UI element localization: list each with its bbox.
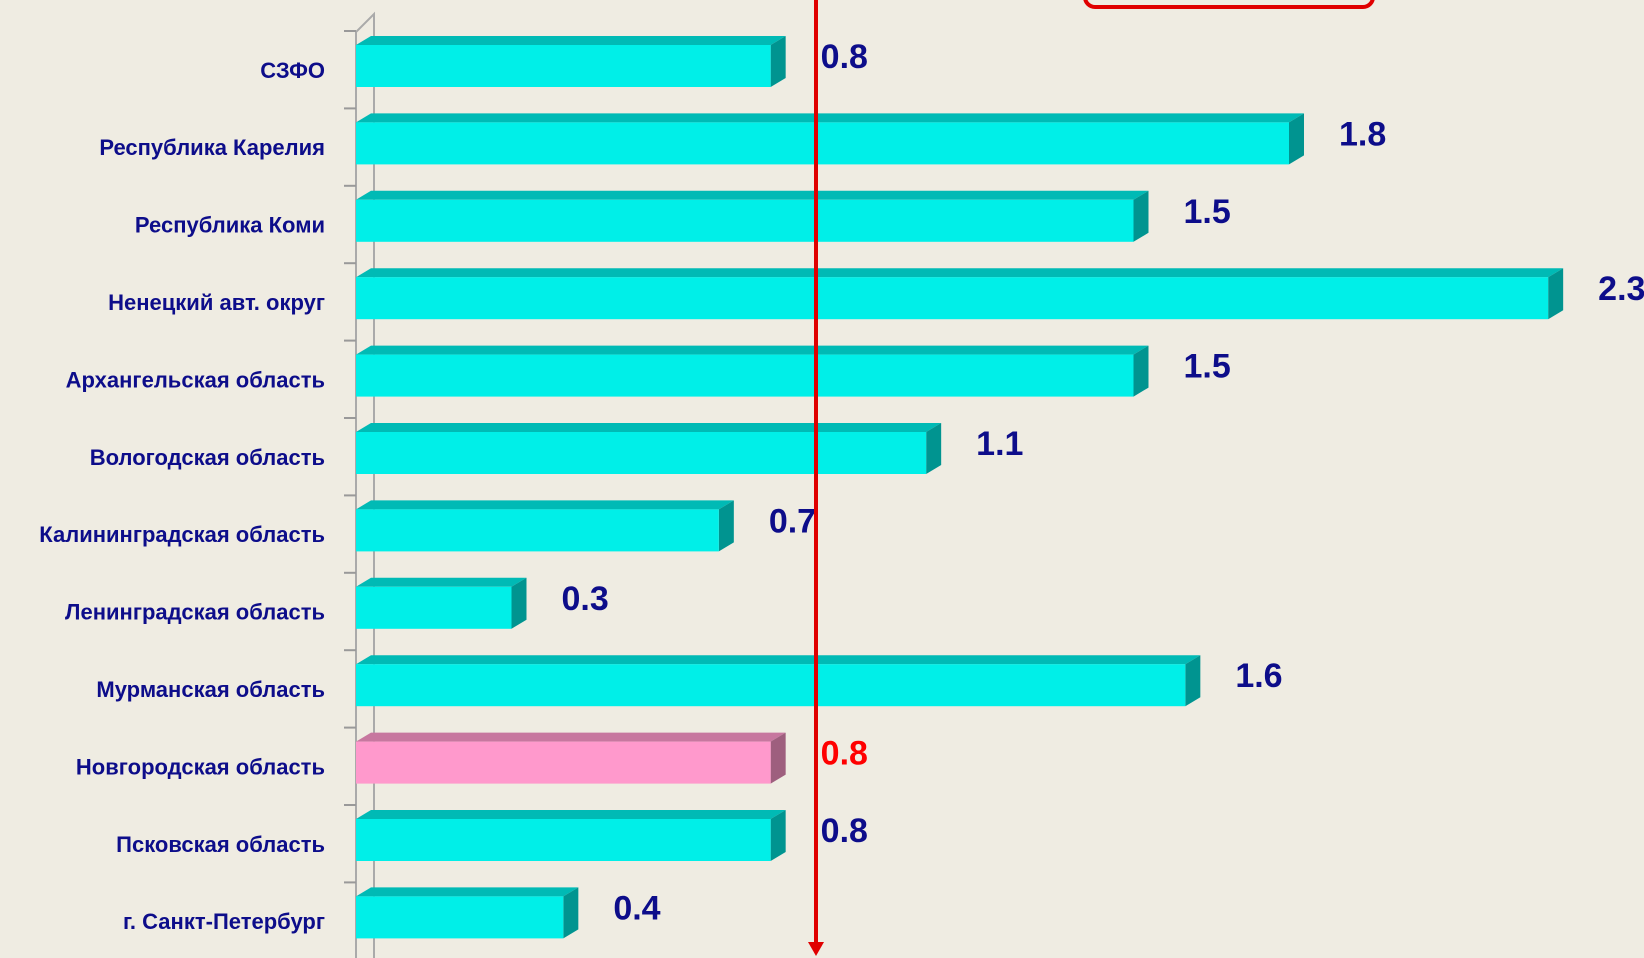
bar-side	[563, 887, 579, 939]
bar-top	[356, 423, 942, 432]
bar-front	[356, 741, 771, 784]
bar-front	[356, 277, 1549, 320]
value-label: 0.4	[613, 889, 660, 927]
value-label: 0.7	[769, 502, 816, 540]
bar-top	[356, 500, 734, 510]
bar-top	[356, 655, 1201, 665]
bar-side	[1289, 113, 1304, 165]
bar-side	[770, 36, 786, 87]
bar-front	[356, 586, 512, 629]
bar-side	[770, 732, 786, 784]
value-label: 1.6	[1235, 657, 1282, 695]
bar-front	[356, 354, 1134, 397]
bar	[356, 577, 527, 629]
bar	[356, 113, 1304, 165]
category-label: Ненецкий авт. округ	[108, 290, 325, 315]
category-label: Новгородская область	[76, 754, 325, 779]
value-label: 2.3	[1598, 270, 1644, 308]
bar	[356, 345, 1149, 397]
value-label: 1.1	[976, 425, 1023, 463]
bar	[356, 732, 786, 784]
bar-front	[356, 664, 1186, 707]
bar	[356, 423, 942, 474]
value-label: 0.8	[821, 735, 868, 773]
category-label: Ленинградская область	[65, 600, 325, 625]
category-label: Калининградская область	[39, 522, 325, 547]
bar	[356, 500, 734, 552]
bar-front	[356, 819, 771, 861]
callout-box	[1083, 0, 1375, 9]
value-label: 0.3	[562, 580, 609, 618]
bar-side	[511, 577, 527, 629]
bar-front	[356, 45, 771, 87]
bar-front	[356, 509, 719, 552]
value-label: 1.5	[1184, 348, 1231, 386]
value-label: 1.8	[1339, 115, 1386, 153]
value-label: 0.8	[821, 812, 868, 850]
bar-top	[356, 190, 1149, 200]
bar-side	[926, 423, 942, 474]
bar-side	[1185, 655, 1201, 707]
value-label: 1.5	[1184, 193, 1231, 231]
bar	[356, 655, 1201, 707]
bar-front	[356, 896, 564, 939]
category-label: Республика Карелия	[99, 135, 325, 160]
bar-side	[1133, 190, 1149, 242]
bar-front	[356, 122, 1289, 165]
bar-top	[356, 577, 527, 587]
bar-side	[770, 810, 786, 861]
bar	[356, 36, 786, 87]
bar	[356, 810, 786, 861]
category-label: г. Санкт-Петербург	[123, 909, 325, 934]
bar-side	[1548, 268, 1564, 320]
category-label: Архангельская область	[66, 367, 325, 392]
reference-line	[808, 0, 824, 956]
bar	[356, 887, 579, 939]
bar-top	[356, 268, 1564, 278]
bar	[356, 190, 1149, 242]
bar-top	[356, 113, 1304, 123]
bar-top	[356, 810, 786, 819]
bar-top	[356, 36, 786, 45]
category-label: Вологодская область	[90, 445, 325, 470]
bar-top	[356, 732, 786, 742]
category-label: Мурманская область	[96, 677, 325, 702]
bar-top	[356, 887, 579, 897]
category-label: Псковская область	[116, 832, 325, 857]
bar-top	[356, 345, 1149, 355]
bar-front	[356, 432, 927, 474]
bar-front	[356, 199, 1134, 242]
bar-side	[718, 500, 734, 552]
bar-side	[1133, 345, 1149, 397]
category-label: Республика Коми	[135, 213, 325, 238]
category-label: СЗФО	[260, 58, 325, 83]
value-label: 0.8	[821, 38, 868, 76]
plot: СЗФО 0.8 Республика Карелия 1.8 Республика К…	[39, 30, 1644, 939]
bar	[356, 268, 1564, 320]
